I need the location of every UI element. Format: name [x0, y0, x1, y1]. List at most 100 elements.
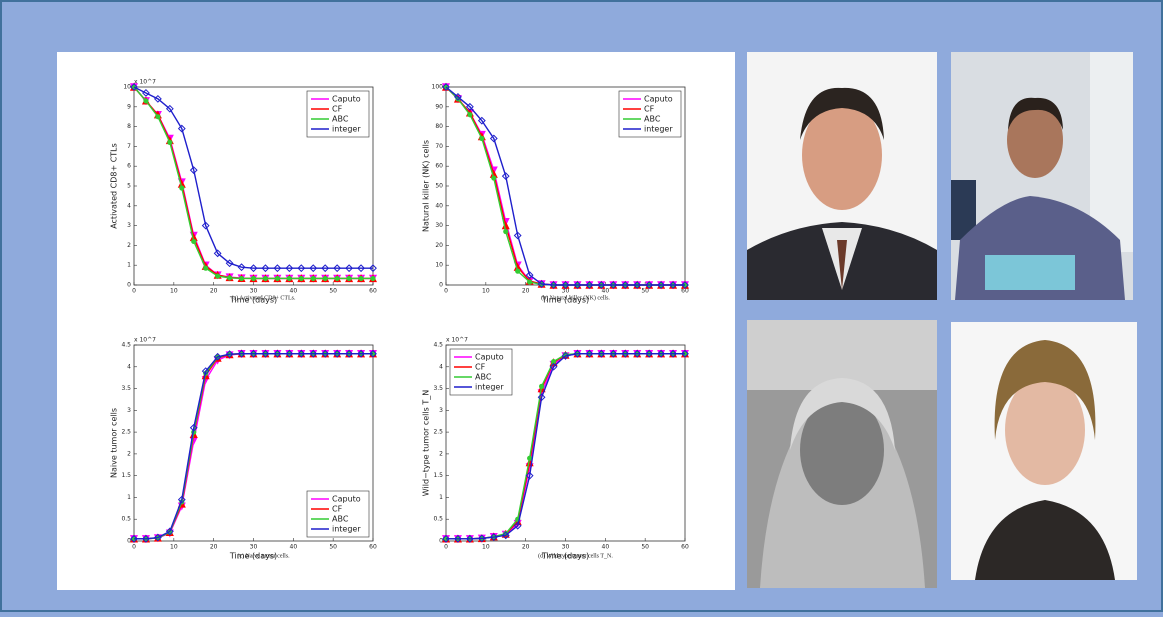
legend-label: integer — [475, 383, 504, 392]
x-tick-label: 50 — [329, 288, 337, 295]
y-tick-label: 2 — [127, 450, 131, 457]
legend-label: CF — [332, 505, 343, 514]
y-tick-label: 50 — [435, 183, 443, 190]
point — [167, 140, 172, 145]
point — [143, 98, 148, 103]
y-offset-label: x 10^7 — [134, 337, 156, 344]
point — [527, 279, 532, 284]
y-tick-label: 20 — [435, 242, 443, 249]
x-tick-label: 60 — [681, 544, 689, 551]
caption: (b) Natural killer (NK) cells. — [541, 294, 610, 301]
y-tick-label: 60 — [435, 163, 443, 170]
x-tick-label: 30 — [562, 544, 570, 551]
point — [479, 136, 484, 141]
photo — [951, 52, 1133, 300]
x-tick-label: 10 — [482, 288, 490, 295]
x-tick-label: 60 — [369, 544, 377, 551]
y-tick-label: 80 — [435, 123, 443, 130]
point — [311, 276, 316, 281]
y-tick-label: 1.5 — [433, 472, 443, 479]
y-tick-label: 6 — [127, 163, 131, 170]
caption: (d) Wild-type tumor cells T_N. — [538, 552, 613, 559]
y-tick-label: 3.5 — [433, 385, 443, 392]
x-tick-label: 10 — [482, 544, 490, 551]
x-tick-label: 30 — [250, 288, 258, 295]
point — [491, 175, 496, 180]
page: {"chart_data": [ {"type": "line", "title… — [0, 0, 1163, 612]
y-tick-label: 4.5 — [433, 342, 443, 349]
point — [179, 185, 184, 190]
slide: 0102030405060012345678910Time (days)Acti… — [0, 0, 1163, 612]
y-tick-label: 9 — [127, 103, 131, 110]
point — [503, 229, 508, 234]
x-tick-label: 0 — [132, 544, 136, 551]
x-tick-label: 0 — [132, 288, 136, 295]
point — [299, 276, 304, 281]
y-tick-label: 2.5 — [121, 429, 131, 436]
y-tick-label: 40 — [435, 202, 443, 209]
y-tick-label: 5 — [127, 183, 131, 190]
y-axis-label: Natural killer (NK) cells — [422, 140, 431, 232]
y-axis-label: Activated CD8+ CTLs — [110, 143, 119, 229]
y-tick-label: 100 — [432, 84, 444, 91]
y-tick-label: 3 — [127, 407, 131, 414]
y-tick-label: 7 — [127, 143, 131, 150]
legend-label: Caputo — [644, 95, 673, 104]
y-tick-label: 1 — [439, 494, 443, 501]
x-tick-label: 0 — [444, 288, 448, 295]
legend-label: ABC — [644, 115, 661, 124]
caption: (c) Naive tumor cells. — [237, 552, 290, 559]
y-offset-label: x 10^7 — [446, 337, 468, 344]
y-tick-label: 0.5 — [121, 516, 131, 523]
x-tick-label: 50 — [329, 544, 337, 551]
y-tick-label: 70 — [435, 143, 443, 150]
point — [539, 384, 544, 389]
x-tick-label: 30 — [250, 544, 258, 551]
photo — [747, 52, 937, 300]
point — [275, 276, 280, 281]
x-tick-label: 10 — [170, 544, 178, 551]
y-tick-label: 2 — [127, 242, 131, 249]
y-tick-label: 10 — [123, 84, 131, 91]
legend-label: Caputo — [332, 95, 361, 104]
y-tick-label: 10 — [435, 262, 443, 269]
y-axis-label: Naive tumor cells — [110, 408, 119, 478]
point — [347, 276, 352, 281]
legend-label: integer — [332, 125, 361, 134]
point — [287, 276, 292, 281]
point — [215, 273, 220, 278]
legend-label: ABC — [332, 515, 349, 524]
legend-label: integer — [644, 125, 673, 134]
x-tick-label: 20 — [522, 288, 530, 295]
y-tick-label: 2.5 — [433, 429, 443, 436]
x-tick-label: 20 — [210, 288, 218, 295]
point — [358, 276, 363, 281]
y-tick-label: 90 — [435, 103, 443, 110]
legend-label: CF — [332, 105, 343, 114]
point — [263, 276, 268, 281]
photo — [951, 322, 1137, 580]
point — [335, 276, 340, 281]
x-tick-label: 40 — [602, 544, 610, 551]
x-tick-label: 20 — [522, 544, 530, 551]
y-tick-label: 1 — [127, 494, 131, 501]
y-tick-label: 1.5 — [121, 472, 131, 479]
legend-label: CF — [644, 105, 655, 114]
y-tick-label: 4.5 — [121, 342, 131, 349]
y-tick-label: 4 — [127, 202, 131, 209]
point — [239, 276, 244, 281]
y-tick-label: 2 — [439, 450, 443, 457]
y-tick-label: 3.5 — [121, 385, 131, 392]
chart: 010203040506000.511.522.533.544.5Time (d… — [422, 337, 689, 561]
legend-label: integer — [332, 525, 361, 534]
x-tick-label: 40 — [290, 544, 298, 551]
point — [251, 276, 256, 281]
legend-label: CF — [475, 363, 486, 372]
y-tick-label: 4 — [127, 363, 131, 370]
point — [515, 269, 520, 274]
y-tick-label: 30 — [435, 222, 443, 229]
y-tick-label: 4 — [439, 363, 443, 370]
point — [227, 275, 232, 280]
